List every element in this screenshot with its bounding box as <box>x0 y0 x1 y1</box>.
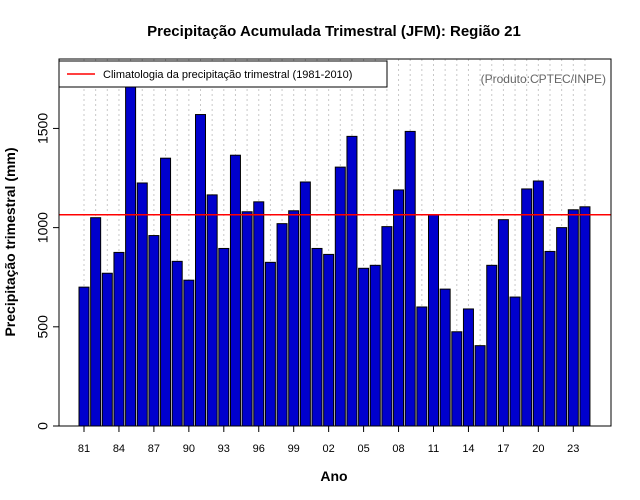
x-tick-label: 81 <box>78 443 90 455</box>
legend-label: Climatologia da precipitação trimestral … <box>103 69 352 81</box>
bar-1990 <box>183 279 195 427</box>
y-tick-label: 1000 <box>35 212 51 243</box>
x-tick-label: 05 <box>357 443 369 455</box>
y-tick-label: 0 <box>35 422 51 430</box>
bar-2006 <box>369 264 381 427</box>
plot-frame <box>58 58 612 427</box>
legend: Climatologia da precipitação trimestral … <box>58 60 388 88</box>
bar-1989 <box>171 260 183 427</box>
y-axis-title: Precipitação trimestral (mm) <box>2 147 18 336</box>
x-tick-label: 96 <box>253 443 265 455</box>
bar-1994 <box>229 154 241 427</box>
bar-2024 <box>579 206 591 427</box>
bar-2012 <box>439 288 451 427</box>
bar-1987 <box>148 235 160 427</box>
y-axis: 0 500 1000 1500 <box>35 113 59 430</box>
bar-1999 <box>288 210 300 427</box>
bar-2000 <box>299 181 311 427</box>
bar-2019 <box>521 188 533 427</box>
x-tick-label: 23 <box>567 443 579 455</box>
bar-2017 <box>497 219 509 427</box>
x-tick-label: 02 <box>323 443 335 455</box>
bar-1992 <box>206 194 218 427</box>
bar-1981 <box>78 286 90 427</box>
bar-1988 <box>160 157 172 427</box>
bar-1991 <box>195 114 206 427</box>
y-tick-label: 1500 <box>35 113 51 144</box>
x-tick-label: 84 <box>113 443 125 455</box>
x-axis-title: Ano <box>320 468 347 484</box>
chart-title: Precipitação Acumulada Trimestral (JFM):… <box>147 23 521 40</box>
product-annotation: (Produto:CPTEC/INPE) <box>481 72 606 86</box>
legend-box <box>58 60 388 88</box>
bar-2004 <box>346 135 358 427</box>
bar-2015 <box>474 345 486 427</box>
x-tick-label: 93 <box>218 443 230 455</box>
x-tick-label: 99 <box>288 443 300 455</box>
x-tick-label: 14 <box>462 443 474 455</box>
x-tick-label: 17 <box>497 443 509 455</box>
x-tick-label: 11 <box>428 443 439 455</box>
bar-2022 <box>556 227 568 427</box>
x-tick-label: 20 <box>532 443 544 455</box>
bar-2010 <box>416 306 428 427</box>
bars <box>78 78 591 427</box>
bar-1984 <box>113 251 125 427</box>
bar-1995 <box>241 211 253 427</box>
bar-2001 <box>311 247 323 427</box>
bar-1983 <box>101 272 113 427</box>
bar-1982 <box>90 217 102 427</box>
bar-2009 <box>404 130 416 427</box>
x-axis: 81 84 87 90 93 96 99 02 05 08 11 14 17 20 23 <box>78 426 579 455</box>
bar-2002 <box>323 253 335 427</box>
bar-2011 <box>428 214 439 427</box>
bar-1996 <box>253 201 265 427</box>
bar-2023 <box>567 209 579 427</box>
x-tick-label: 87 <box>148 443 160 455</box>
bar-2007 <box>381 226 393 427</box>
bar-2013 <box>451 331 463 427</box>
bar-2005 <box>358 267 370 427</box>
y-tick-label: 500 <box>35 315 51 339</box>
bar-1986 <box>136 182 148 427</box>
x-tick-label: 08 <box>392 443 404 455</box>
x-tick-label: 90 <box>183 443 195 455</box>
bar-2008 <box>393 189 405 427</box>
bar-1985 <box>125 78 137 427</box>
bar-2014 <box>462 308 474 427</box>
bar-1998 <box>276 223 288 427</box>
bar-2016 <box>486 264 498 427</box>
bar-1997 <box>264 261 276 427</box>
bar-2003 <box>334 166 346 427</box>
bar-2021 <box>544 250 556 427</box>
bar-1993 <box>218 247 230 427</box>
bar-2020 <box>532 180 544 427</box>
bar-2018 <box>509 296 521 427</box>
